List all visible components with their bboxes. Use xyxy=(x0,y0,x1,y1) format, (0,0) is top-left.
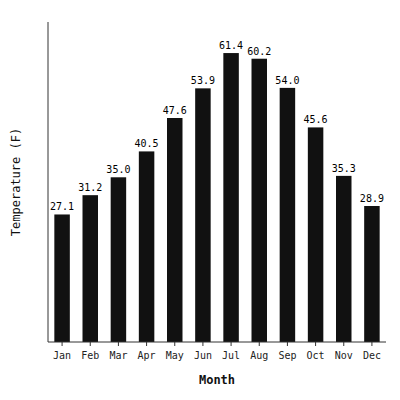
x-tick xyxy=(231,342,232,346)
x-tick xyxy=(118,342,119,346)
data-label: 35.3 xyxy=(332,163,356,174)
bars xyxy=(54,53,379,342)
x-tick xyxy=(287,342,288,346)
bar xyxy=(336,176,351,342)
data-labels: 27.1 31.2 35.0 40.5 47.6 53.9 61.4 60.2 54.0 45.6… xyxy=(50,40,384,212)
x-axis-label: Month xyxy=(199,373,235,387)
bar xyxy=(223,53,238,342)
bar xyxy=(54,214,69,342)
data-label: 54.0 xyxy=(275,75,299,86)
bar xyxy=(111,177,126,342)
data-label: 28.9 xyxy=(360,193,384,204)
x-tick xyxy=(90,342,91,346)
x-tick xyxy=(62,342,63,346)
x-tick-label: Mar xyxy=(109,350,127,361)
x-tick xyxy=(174,342,175,346)
y-axis-line xyxy=(48,22,49,342)
x-tick xyxy=(371,342,372,346)
data-label: 40.5 xyxy=(135,138,159,149)
data-label: 61.4 xyxy=(219,40,243,51)
data-label: 53.9 xyxy=(191,75,215,86)
bar xyxy=(252,59,267,342)
data-label: 31.2 xyxy=(78,182,102,193)
x-tick-label: Nov xyxy=(335,350,353,361)
x-ticks: Jan Feb Mar Apr May Jun Jul Aug Sep Oct Nov Dec xyxy=(53,342,381,361)
x-tick-label: Oct xyxy=(307,350,325,361)
x-tick-label: Jan xyxy=(53,350,71,361)
data-label: 47.6 xyxy=(163,105,187,116)
bar xyxy=(195,88,210,342)
bar xyxy=(83,195,98,342)
data-label: 35.0 xyxy=(106,164,130,175)
x-tick-label: Apr xyxy=(138,350,156,361)
x-tick-label: Jun xyxy=(194,350,212,361)
data-label: 60.2 xyxy=(247,46,271,57)
x-tick xyxy=(315,342,316,346)
chart-container: 27.1 31.2 35.0 40.5 47.6 53.9 61.4 60.2 54.0 45.6… xyxy=(0,0,400,400)
bar xyxy=(308,127,323,342)
x-axis-line xyxy=(48,342,386,343)
chart-svg: 27.1 31.2 35.0 40.5 47.6 53.9 61.4 60.2 54.0 45.6… xyxy=(0,0,400,400)
x-tick-label: Aug xyxy=(250,350,268,361)
y-axis-label: Temperature (F) xyxy=(9,128,23,236)
x-tick-label: Jul xyxy=(222,350,240,361)
bar xyxy=(167,118,182,342)
x-tick-label: Feb xyxy=(81,350,99,361)
x-tick-label: Sep xyxy=(278,350,296,361)
bar xyxy=(364,206,379,342)
x-tick xyxy=(202,342,203,346)
x-tick-label: Dec xyxy=(363,350,381,361)
x-tick xyxy=(146,342,147,346)
x-tick xyxy=(259,342,260,346)
data-label: 45.6 xyxy=(304,114,328,125)
data-label: 27.1 xyxy=(50,201,74,212)
bar xyxy=(280,88,295,342)
bar xyxy=(139,151,154,342)
x-tick-label: May xyxy=(166,350,184,361)
x-tick xyxy=(343,342,344,346)
